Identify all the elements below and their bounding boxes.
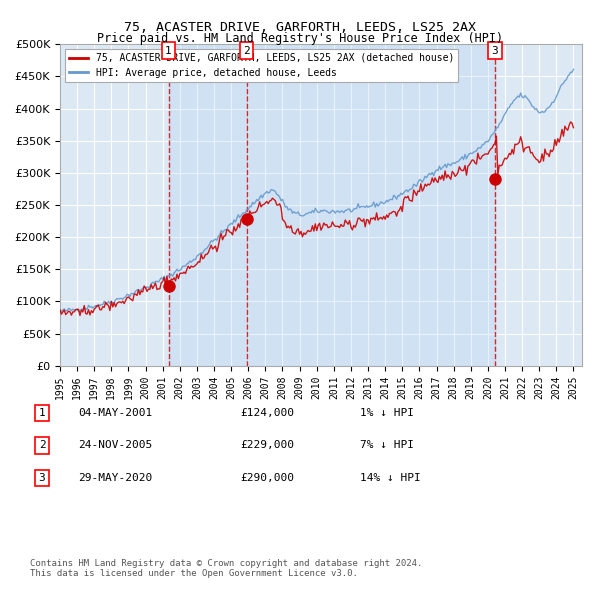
- Text: 04-MAY-2001: 04-MAY-2001: [78, 408, 152, 418]
- Text: 75, ACASTER DRIVE, GARFORTH, LEEDS, LS25 2AX: 75, ACASTER DRIVE, GARFORTH, LEEDS, LS25…: [124, 21, 476, 34]
- Legend: 75, ACASTER DRIVE, GARFORTH, LEEDS, LS25 2AX (detached house), HPI: Average pric: 75, ACASTER DRIVE, GARFORTH, LEEDS, LS25…: [65, 49, 458, 82]
- Text: £229,000: £229,000: [240, 441, 294, 450]
- Text: Price paid vs. HM Land Registry's House Price Index (HPI): Price paid vs. HM Land Registry's House …: [97, 32, 503, 45]
- Text: 2: 2: [243, 45, 250, 55]
- Text: 3: 3: [491, 45, 498, 55]
- Text: 7% ↓ HPI: 7% ↓ HPI: [360, 441, 414, 450]
- Text: 14% ↓ HPI: 14% ↓ HPI: [360, 473, 421, 483]
- Text: 1: 1: [38, 408, 46, 418]
- Text: Contains HM Land Registry data © Crown copyright and database right 2024.
This d: Contains HM Land Registry data © Crown c…: [30, 559, 422, 578]
- Text: 1: 1: [165, 45, 172, 55]
- Text: 24-NOV-2005: 24-NOV-2005: [78, 441, 152, 450]
- Text: 1% ↓ HPI: 1% ↓ HPI: [360, 408, 414, 418]
- Text: 2: 2: [38, 441, 46, 450]
- Text: £290,000: £290,000: [240, 473, 294, 483]
- Text: £124,000: £124,000: [240, 408, 294, 418]
- Bar: [247, 44, 495, 366]
- Text: 29-MAY-2020: 29-MAY-2020: [78, 473, 152, 483]
- Bar: [169, 44, 247, 366]
- Text: 3: 3: [38, 473, 46, 483]
